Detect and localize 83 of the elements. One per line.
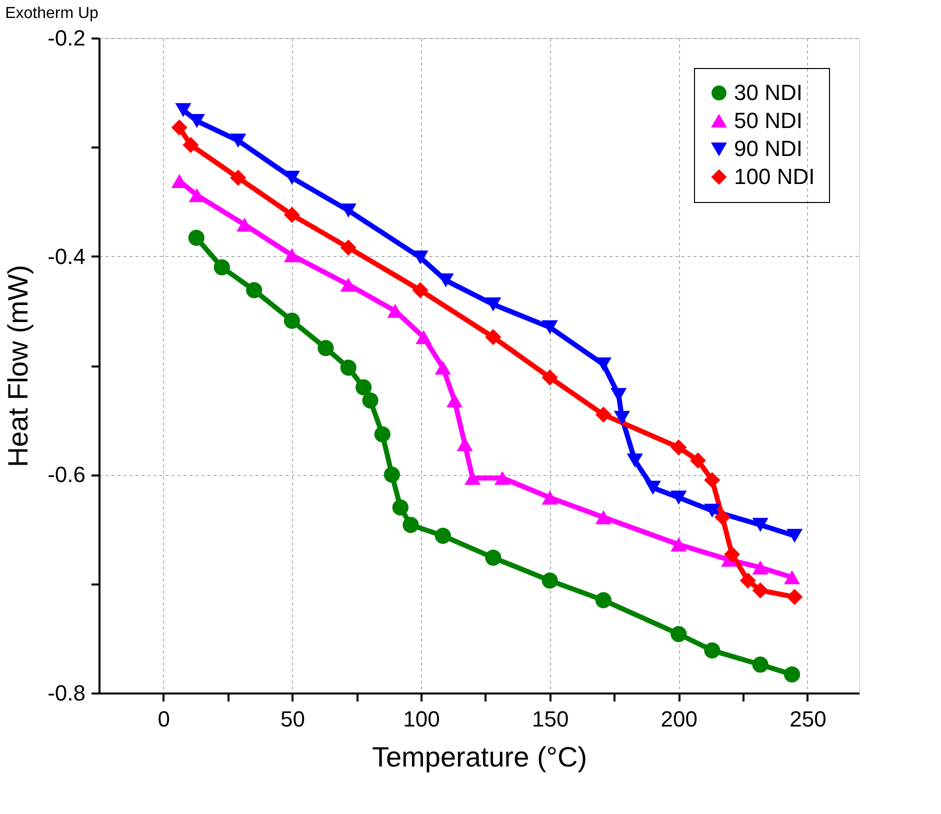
point — [542, 490, 558, 505]
point — [595, 510, 612, 524]
legend-label: 30 NDI — [734, 80, 802, 105]
point — [786, 588, 803, 605]
y-tick-label: -0.2 — [48, 26, 86, 50]
point — [188, 230, 204, 246]
point — [446, 393, 463, 408]
point — [784, 666, 800, 682]
point — [230, 170, 246, 186]
point — [171, 119, 188, 136]
point — [704, 642, 720, 658]
point — [340, 360, 356, 376]
point — [542, 320, 558, 334]
legend-label: 100 NDI — [734, 164, 815, 189]
point — [236, 218, 253, 232]
point — [464, 470, 481, 485]
point — [784, 570, 800, 584]
point — [188, 188, 205, 202]
point — [340, 204, 356, 218]
point — [416, 330, 432, 344]
point — [392, 499, 408, 516]
point — [690, 452, 706, 469]
point — [412, 250, 428, 264]
point — [670, 626, 687, 642]
point — [374, 426, 390, 442]
point — [724, 546, 740, 562]
point — [284, 206, 300, 223]
point — [402, 516, 419, 533]
point — [485, 550, 502, 566]
point — [704, 472, 720, 488]
point — [595, 357, 612, 372]
point — [614, 410, 630, 425]
point — [670, 538, 687, 552]
point — [542, 572, 558, 589]
x-tick-label: 150 — [532, 706, 569, 732]
point — [284, 312, 300, 329]
point — [644, 480, 661, 495]
point — [356, 379, 372, 396]
point — [752, 582, 768, 598]
point — [485, 297, 502, 312]
point — [542, 369, 558, 386]
point — [752, 518, 768, 532]
legend-label: 90 NDI — [734, 136, 802, 161]
point — [340, 278, 356, 292]
point — [230, 134, 246, 148]
y-tick-label: -0.6 — [48, 462, 86, 488]
point — [182, 136, 199, 154]
point — [626, 453, 643, 468]
chart-title: Exotherm Up — [5, 5, 99, 22]
point — [175, 103, 192, 118]
point — [752, 560, 768, 574]
x-tick-label: 250 — [790, 706, 826, 732]
x-tick-label: 0 — [158, 706, 170, 732]
point — [494, 470, 511, 485]
y-tick-label: -0.8 — [48, 680, 86, 706]
x-axis-title: Temperature (°C) — [372, 742, 588, 772]
x-tick-label: 50 — [280, 706, 305, 732]
point — [214, 259, 230, 276]
point — [740, 572, 756, 589]
point — [384, 466, 400, 483]
point — [485, 329, 502, 346]
point — [340, 240, 356, 256]
point — [752, 656, 768, 673]
x-tick-label: 200 — [660, 706, 698, 732]
point — [434, 528, 451, 544]
point — [284, 248, 300, 262]
point — [595, 406, 612, 423]
y-axis-title: Heat Flow (mW) — [2, 264, 34, 468]
point — [362, 392, 378, 408]
point — [786, 528, 803, 543]
point — [704, 504, 720, 518]
point — [670, 439, 687, 456]
point — [412, 282, 428, 298]
y-tick-label: -0.4 — [48, 244, 86, 269]
point — [434, 360, 451, 375]
point — [670, 490, 687, 505]
x-tick-label: 100 — [403, 706, 440, 732]
point — [714, 509, 731, 526]
point — [246, 282, 262, 298]
legend-label: 50 NDI — [734, 108, 802, 133]
point — [595, 592, 612, 608]
point — [456, 437, 473, 452]
point — [318, 340, 334, 356]
